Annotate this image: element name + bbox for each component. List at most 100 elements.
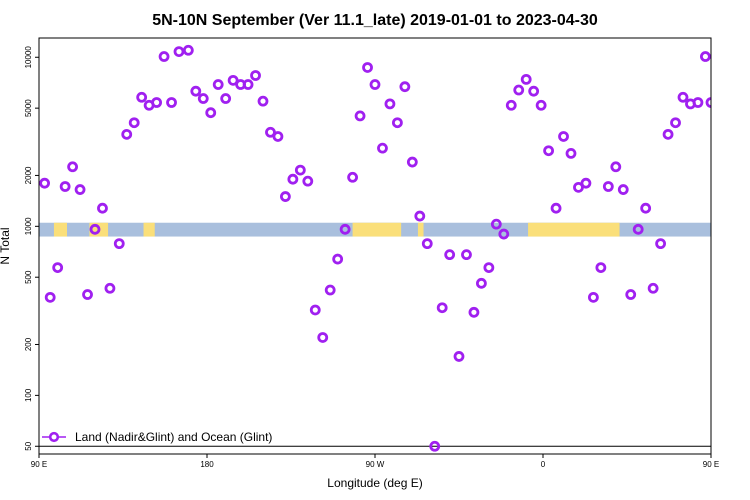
data-point	[670, 117, 681, 129]
data-point	[279, 191, 291, 202]
land-segment	[352, 222, 402, 237]
data-point	[444, 249, 456, 261]
legend-marker	[48, 431, 60, 443]
data-point	[59, 181, 71, 192]
data-point	[302, 175, 314, 187]
data-point	[692, 97, 704, 108]
data-point	[250, 70, 261, 81]
data-point	[391, 117, 403, 129]
x-tick-label: 180	[200, 460, 214, 469]
axes: 90 E 180 90 W 0 90 E 50 100 200 500 1000 2000 5000 1…	[24, 46, 719, 469]
data-point	[602, 181, 614, 192]
y-tick-label: 50	[24, 441, 33, 450]
land-segment	[528, 222, 620, 237]
data-point	[265, 126, 276, 138]
data-point	[97, 202, 108, 214]
data-point	[104, 282, 116, 294]
data-point	[347, 171, 359, 183]
land-segment	[53, 222, 67, 237]
data-point	[558, 131, 569, 142]
data-point	[39, 177, 50, 189]
data-point	[272, 131, 284, 142]
data-point	[640, 202, 652, 214]
data-point	[610, 161, 622, 173]
x-axis-label: Longitude (deg E)	[327, 476, 422, 490]
data-point	[82, 289, 93, 300]
data-point	[52, 262, 64, 273]
data-point	[520, 73, 532, 85]
x-tick-label: 90 E	[31, 460, 47, 469]
y-tick-label: 10000	[24, 46, 33, 69]
data-point	[287, 173, 299, 185]
data-point	[595, 262, 607, 273]
legend-label: Land (Nadir&Glint) and Ocean (Glint)	[75, 430, 272, 444]
data-point	[190, 85, 202, 97]
x-tick-label: 0	[541, 460, 546, 469]
data-point	[429, 440, 441, 452]
data-point	[647, 282, 659, 294]
x-tick-label: 90 E	[703, 460, 719, 469]
data-point	[158, 51, 170, 62]
data-point	[414, 210, 426, 222]
data-point	[513, 84, 525, 96]
data-point	[528, 85, 540, 97]
data-point	[113, 238, 125, 250]
data-point	[705, 97, 711, 108]
data-point	[128, 117, 140, 129]
data-point	[151, 97, 163, 108]
data-point	[475, 277, 487, 289]
data-point	[436, 302, 448, 314]
land-segment	[143, 222, 155, 237]
data-point	[89, 223, 101, 235]
data-point	[406, 156, 418, 168]
data-point	[535, 99, 547, 111]
data-point	[632, 223, 644, 235]
data-point	[317, 332, 329, 343]
data-point	[67, 161, 78, 173]
data-point	[588, 291, 599, 303]
land-segment	[417, 222, 424, 237]
data-point	[205, 107, 217, 119]
data-point	[565, 147, 577, 159]
data-point	[625, 289, 637, 300]
data-point	[309, 304, 321, 316]
data-point	[550, 202, 562, 214]
data-point	[197, 93, 209, 104]
data-point	[421, 238, 433, 250]
x-tick-label: 90 W	[366, 460, 385, 469]
land-segment	[737, 223, 750, 237]
data-point	[324, 284, 336, 296]
data-point	[677, 91, 689, 103]
data-point	[384, 98, 396, 110]
data-point	[220, 93, 232, 104]
data-point	[399, 81, 411, 93]
data-point	[339, 223, 351, 235]
data-point	[294, 164, 306, 176]
data-point	[580, 177, 592, 189]
y-tick-label: 100	[24, 388, 33, 402]
data-point	[74, 184, 86, 195]
data-point	[490, 218, 502, 230]
y-tick-label: 5000	[24, 99, 33, 117]
data-point	[354, 110, 366, 122]
data-point	[617, 184, 629, 195]
legend: Land (Nadir&Glint) and Ocean (Glint)	[42, 430, 272, 444]
plot-area	[39, 44, 750, 452]
data-point	[700, 51, 711, 62]
y-axis-label: N Total	[0, 227, 12, 264]
y-tick-label: 2000	[24, 166, 33, 184]
y-tick-label: 200	[24, 337, 33, 351]
chart-title: 5N-10N September (Ver 11.1_late) 2019-01…	[152, 12, 598, 29]
data-point	[44, 291, 56, 303]
data-point	[166, 97, 177, 108]
data-point	[655, 238, 666, 250]
data-point	[453, 351, 465, 362]
data-point	[543, 145, 554, 157]
data-point	[257, 95, 269, 107]
y-tick-label: 1000	[24, 217, 33, 235]
data-point	[461, 249, 472, 261]
data-point	[498, 228, 510, 240]
data-point	[573, 181, 584, 193]
data-point	[483, 262, 495, 273]
